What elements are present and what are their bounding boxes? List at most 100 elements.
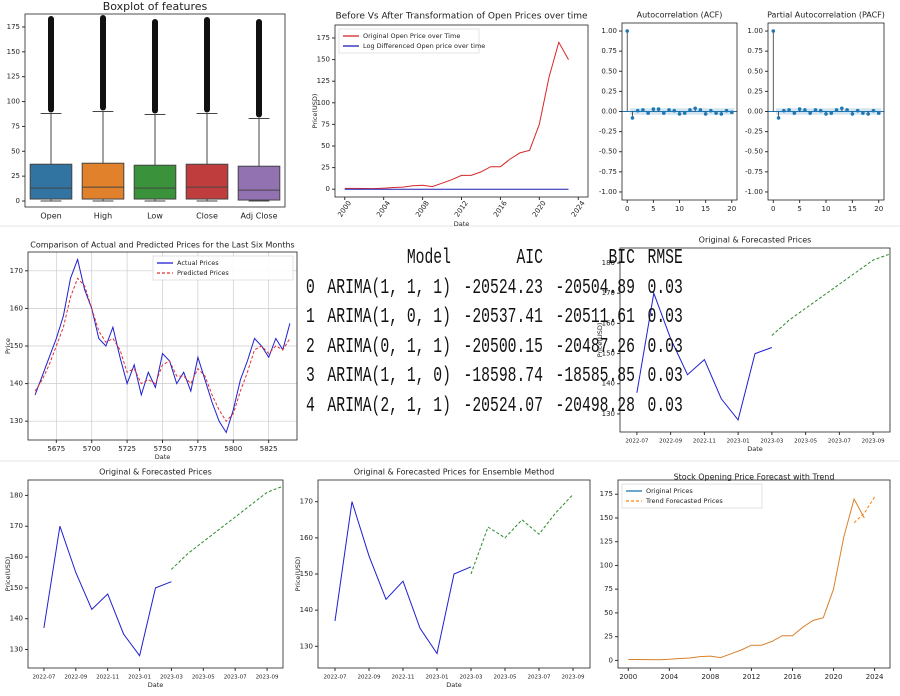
- box: [185, 163, 229, 200]
- y-tick-label: 125: [7, 73, 20, 81]
- axes-frame: [619, 247, 891, 433]
- stem-marker: [656, 107, 661, 111]
- series-line: [628, 497, 865, 661]
- row-index: 3: [306, 365, 315, 389]
- stem-marker: [776, 116, 781, 120]
- x-tick-label: 2022-07: [324, 675, 347, 681]
- x-tick-label: 5675: [47, 445, 65, 453]
- table-cell: -20524.07: [463, 394, 543, 418]
- stem-marker: [693, 106, 697, 111]
- y-tick-label: 0: [16, 197, 20, 205]
- legend-label: Original Prices: [646, 487, 693, 495]
- x-tick-label: 2020: [531, 199, 548, 218]
- box: [237, 165, 281, 201]
- x-tick-label: 5: [797, 205, 801, 213]
- y-tick-label: 175: [600, 490, 613, 498]
- y-tick-label: 0.00: [601, 108, 617, 116]
- y-tick-label: 100: [600, 561, 613, 569]
- series-line: [853, 496, 876, 524]
- x-tick-label: 2022-07: [625, 439, 648, 445]
- stem-marker: [625, 29, 630, 33]
- x-tick-label: 0: [625, 205, 629, 213]
- stem-marker: [782, 108, 786, 113]
- column-header: BIC: [608, 247, 635, 271]
- x-axis-label: Date: [155, 453, 171, 461]
- table-cell: -20511.61: [555, 306, 635, 330]
- y-tick-label: 150: [600, 514, 613, 522]
- stem-marker: [866, 112, 870, 116]
- y-tick-label: -0.25: [599, 128, 617, 136]
- series-line: [636, 291, 773, 421]
- y-axis-label: Price(USD): [311, 94, 319, 129]
- table-cell: -20500.15: [463, 335, 543, 359]
- y-tick-label: 140: [300, 606, 313, 614]
- x-tick-label: 2023-03: [760, 439, 783, 445]
- series-line: [171, 485, 284, 570]
- legend-label: Original Open Price over Time: [363, 32, 460, 40]
- table-cell: ARIMA(2, 1, 1): [327, 394, 451, 418]
- y-tick-label: 150: [10, 342, 23, 350]
- legend-box: [621, 483, 763, 509]
- chart-title: Partial Autocorrelation (PACF): [767, 11, 885, 20]
- table-cell: -20498.28: [555, 394, 635, 418]
- series-line: [771, 253, 891, 336]
- stem-marker: [834, 108, 839, 112]
- table-cell: -20504.89: [555, 276, 635, 300]
- chart-title: Before Vs After Transformation of Open P…: [335, 12, 588, 22]
- chart-title: Autocorrelation (ACF): [637, 11, 723, 20]
- row-index: 2: [306, 335, 315, 359]
- table-cell: 0.03: [647, 335, 683, 359]
- x-tick-label: 2023-07: [224, 675, 247, 681]
- table-cell: -18585.85: [555, 365, 635, 389]
- table-row: 4 ARIMA(2, 1, 1) -20524.07 -20498.28 0.03: [306, 392, 689, 422]
- y-tick-label: 150: [602, 350, 615, 358]
- x-tick-label: 5750: [154, 445, 172, 453]
- x-tick-label: 2000: [619, 673, 637, 681]
- x-tick-label: 10: [675, 205, 684, 213]
- y-tick-label: 50: [321, 142, 330, 150]
- y-tick-label: 1.00: [747, 27, 763, 35]
- table-cell: ARIMA(1, 1, 0): [327, 365, 451, 389]
- stem-marker: [719, 112, 724, 116]
- x-tick-label: 2023-07: [828, 439, 851, 445]
- x-tick-label: 2024: [570, 199, 587, 219]
- y-axis-label: Price(USD): [4, 557, 12, 592]
- chart-title: Original & Forecasted Prices for Ensembl…: [354, 468, 555, 477]
- table: Model AIC BIC RMSE 0 ARIMA(1, 1, 1) -20524.23-…: [306, 244, 689, 421]
- stem-marker: [714, 111, 718, 115]
- x-tick-label: 2000: [336, 199, 353, 218]
- series-line: [34, 277, 291, 423]
- axes-frame: [621, 22, 738, 201]
- x-axis-label: Date: [446, 681, 462, 689]
- table-row: 3 ARIMA(1, 1, 0) -18598.74 -18585.85 0.03: [306, 362, 689, 392]
- stem-marker: [729, 110, 734, 115]
- legend-label: Actual Prices: [177, 259, 219, 267]
- column-header: Model: [406, 247, 451, 271]
- x-tick-label: 20: [727, 205, 736, 213]
- y-tick-label: 175: [7, 23, 20, 31]
- header-row: Model AIC BIC RMSE: [306, 244, 689, 274]
- stem-marker: [662, 111, 666, 115]
- y-tick-label: 0.00: [747, 108, 763, 116]
- y-tick-label: 25: [321, 164, 330, 172]
- y-tick-label: 0.75: [601, 47, 617, 55]
- x-axis-label: Date: [747, 445, 763, 453]
- x-tick-label: 2023-05: [192, 675, 215, 681]
- y-tick-label: 1.00: [601, 27, 617, 35]
- stem-marker: [792, 111, 797, 115]
- table-cell: 0.03: [647, 276, 683, 300]
- table-row: 1 ARIMA(1, 0, 1) -20537.41 -20511.61 0.03: [306, 303, 689, 333]
- stem-marker: [855, 108, 860, 113]
- x-tick-label: 2020: [825, 673, 843, 681]
- x-tick-label: 2024: [866, 673, 884, 681]
- axes-frame: [27, 251, 298, 441]
- x-tick-label: 15: [701, 205, 710, 213]
- x-tick-label: 2023-01: [426, 675, 449, 681]
- x-tick-label: 2023-01: [128, 675, 151, 681]
- series-line: [34, 257, 291, 434]
- model-table: Model AIC BIC RMSE 0 ARIMA(1, 1, 1) -20524.23-…: [306, 244, 689, 421]
- x-tick-label: 5775: [189, 445, 207, 453]
- y-tick-label: 130: [10, 646, 23, 654]
- y-tick-label: 160: [10, 304, 23, 312]
- table-body: 0 ARIMA(1, 1, 1) -20524.23 -20504.89 0.03 1 AR…: [306, 274, 689, 422]
